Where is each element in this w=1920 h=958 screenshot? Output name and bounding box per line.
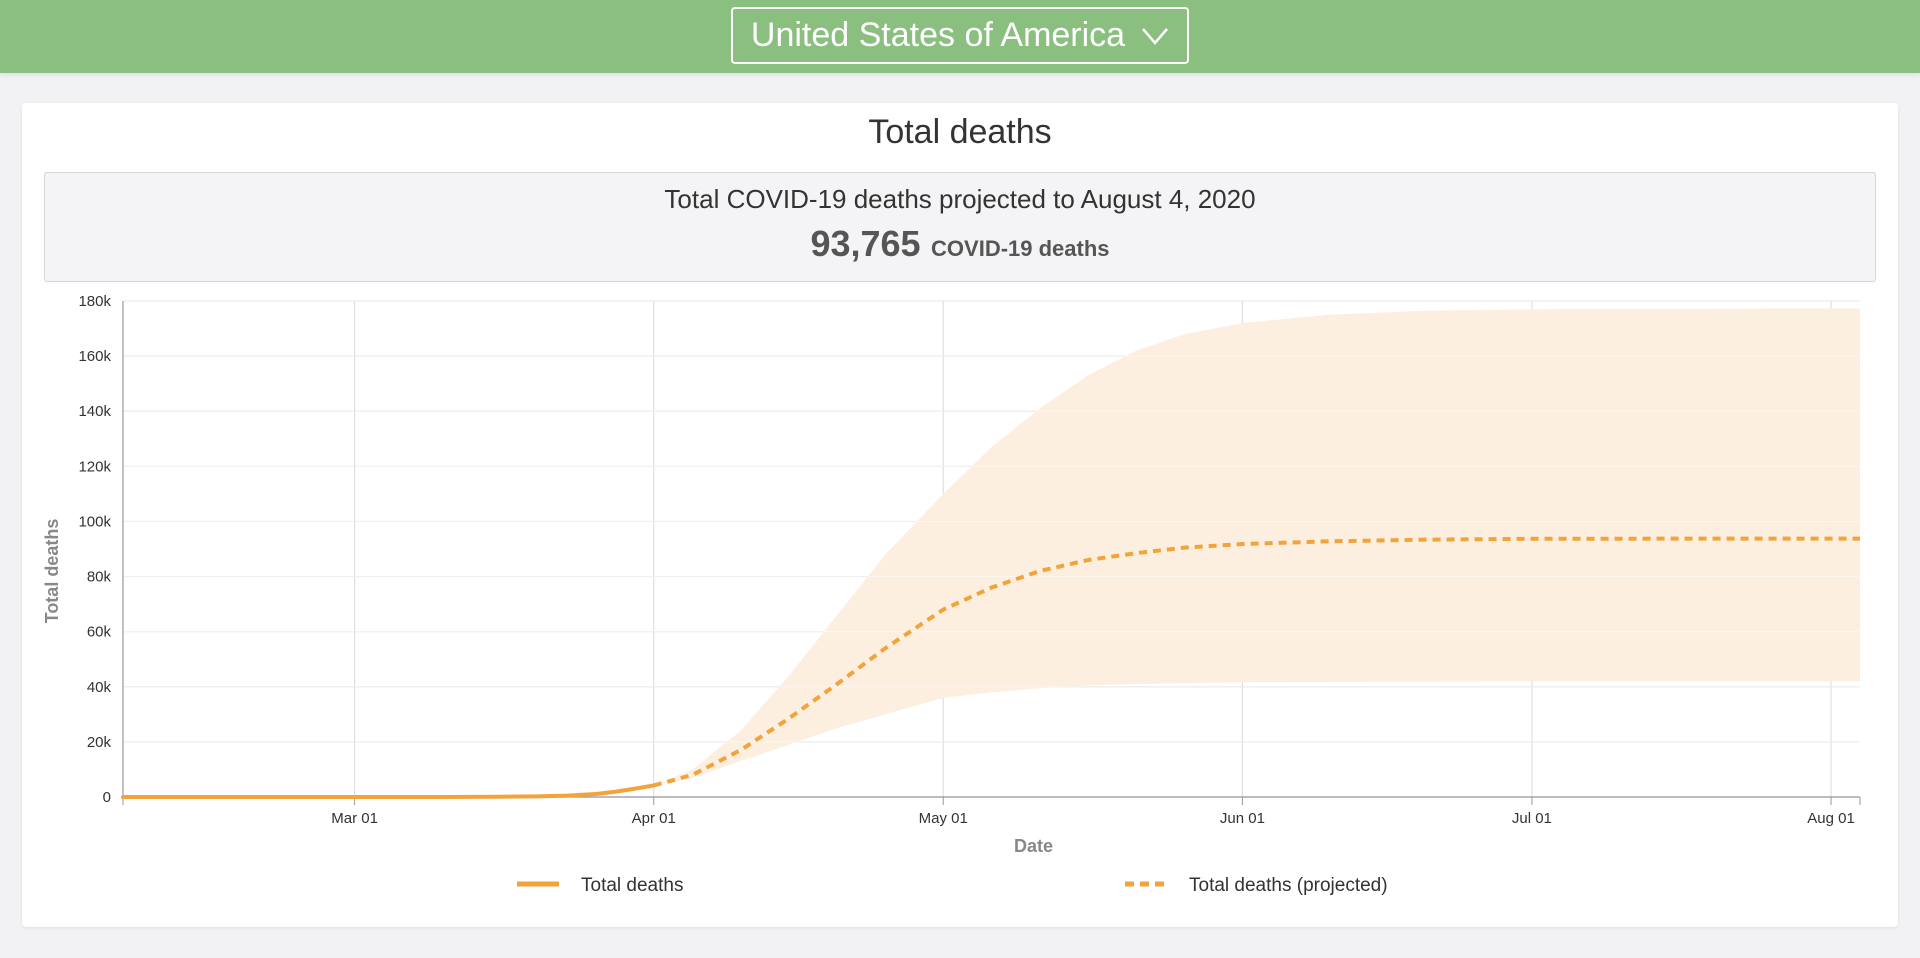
x-tick-label: Jun 01 bbox=[1220, 810, 1265, 827]
x-tick-label: Apr 01 bbox=[632, 810, 676, 827]
legend-label: Total deaths bbox=[581, 875, 683, 896]
card-title: Total deaths bbox=[868, 113, 1052, 151]
x-tick-label: Mar 01 bbox=[331, 810, 378, 827]
y-axis-label: Total deaths bbox=[42, 519, 62, 624]
x-tick-label: May 01 bbox=[919, 810, 968, 827]
country-dropdown-label: United States of America bbox=[750, 16, 1126, 54]
country-dropdown[interactable]: United States of America bbox=[731, 7, 1189, 64]
series-line-actual bbox=[121, 783, 656, 799]
legend-label: Total deaths (projected) bbox=[1189, 875, 1388, 896]
summary-box: Total COVID-19 deaths projected to Augus… bbox=[44, 172, 1876, 282]
y-tick-label: 60k bbox=[87, 624, 112, 641]
chevron-down-icon bbox=[1142, 27, 1169, 45]
y-tick-label: 180k bbox=[78, 293, 111, 310]
y-tick-label: 140k bbox=[78, 403, 111, 420]
y-tick-label: 120k bbox=[78, 458, 111, 475]
x-tick-label: Jul 01 bbox=[1512, 810, 1552, 827]
y-tick-label: 100k bbox=[78, 513, 111, 530]
series-line-projected bbox=[653, 536, 1861, 788]
uncertainty-band bbox=[653, 308, 1860, 786]
y-tick-label: 160k bbox=[78, 348, 111, 365]
x-axis-label: Date bbox=[1014, 836, 1053, 856]
y-tick-label: 0 bbox=[103, 789, 111, 806]
y-tick-label: 40k bbox=[87, 679, 112, 696]
summary-value: 93,765 COVID-19 deaths bbox=[45, 223, 1875, 265]
y-tick-label: 80k bbox=[87, 569, 112, 586]
summary-number: 93,765 bbox=[810, 223, 921, 264]
summary-unit: COVID-19 deaths bbox=[931, 236, 1110, 261]
top-bar: United States of America bbox=[0, 0, 1920, 73]
x-tick-label: Aug 01 bbox=[1807, 810, 1855, 827]
y-tick-label: 20k bbox=[87, 734, 112, 751]
summary-line: Total COVID-19 deaths projected to Augus… bbox=[664, 184, 1256, 214]
